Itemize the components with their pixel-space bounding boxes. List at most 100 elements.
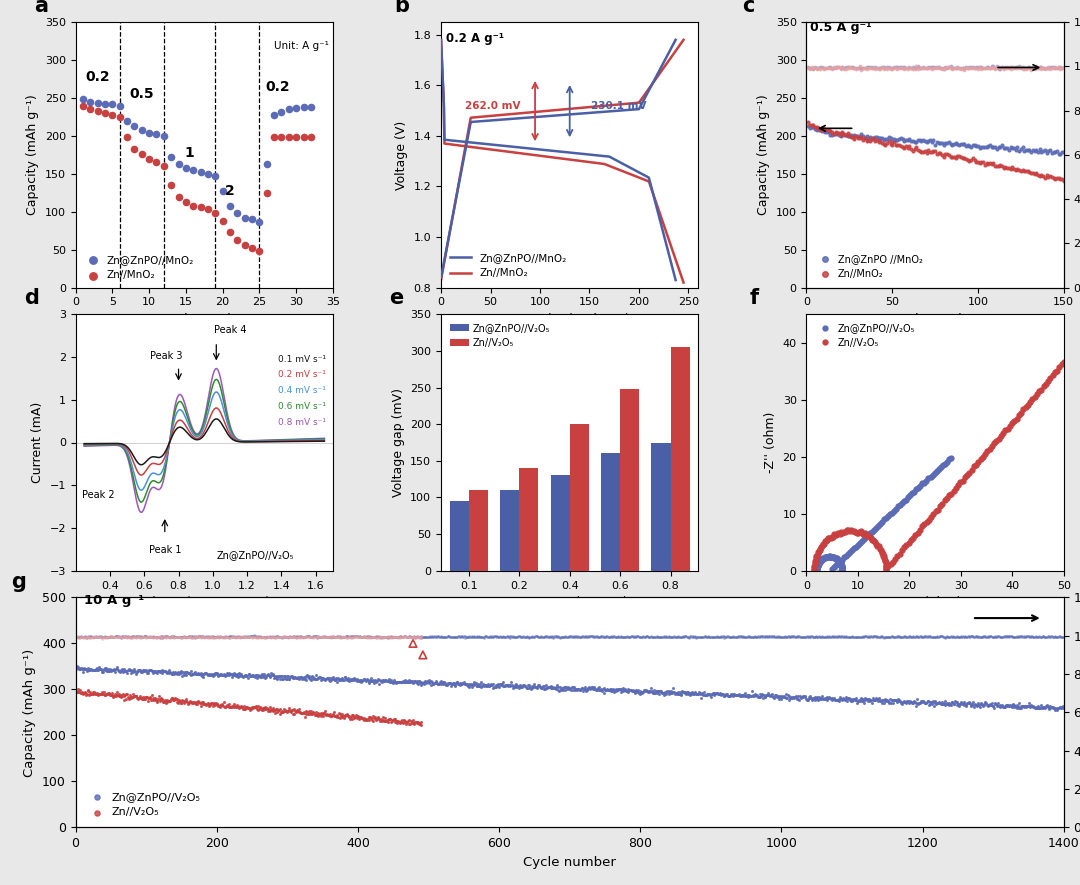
- Point: [633, 629, 650, 643]
- Zn@ZnPO//V₂O₅: [648, 684, 665, 698]
- Point: [429, 629, 446, 643]
- Point: [794, 629, 811, 643]
- Zn@ZnPO//V₂O₅: [443, 679, 460, 693]
- Zn//V₂O₅: [808, 565, 821, 575]
- Point: [77, 629, 94, 643]
- Text: Peak 1: Peak 1: [149, 545, 181, 555]
- Point: [465, 629, 483, 643]
- Y-axis label: Capacity (mAh g⁻¹): Capacity (mAh g⁻¹): [757, 95, 770, 215]
- Zn@ZnPO//V₂O₅: [183, 667, 200, 681]
- Point: [131, 631, 148, 645]
- Zn@ZnPO//V₂O₅: [84, 663, 102, 677]
- Point: [348, 629, 365, 643]
- Point: [826, 629, 843, 643]
- Point: [201, 630, 218, 644]
- Zn//V₂O₅: [119, 687, 136, 701]
- Point: [105, 630, 122, 644]
- Zn@ZnPO//V₂O₅: [769, 690, 786, 704]
- Zn@ZnPO//V₂O₅: [465, 678, 483, 692]
- Zn@ZnPO//V₂O₅: [812, 692, 829, 706]
- Point: [620, 630, 637, 644]
- Zn@ZnPO//MnO₂: [237, 211, 254, 225]
- Zn@ZnPO//V₂O₅: [705, 686, 723, 700]
- Point: [137, 631, 154, 645]
- Zn//V₂O₅: [174, 692, 191, 706]
- Zn//V₂O₅: [130, 691, 147, 705]
- Point: [461, 629, 478, 643]
- Zn@ZnPO//V₂O₅: [210, 668, 227, 682]
- Zn@ZnPO//V₂O₅: [846, 691, 863, 705]
- Point: [515, 630, 532, 644]
- Zn@ZnPO//V₂O₅: [454, 676, 471, 690]
- Zn@ZnPO//V₂O₅: [532, 681, 550, 695]
- Point: [346, 630, 363, 644]
- Point: [225, 629, 242, 643]
- Point: [557, 629, 575, 643]
- Point: [259, 630, 276, 644]
- Zn@ZnPO//V₂O₅: [372, 673, 389, 688]
- Point: [124, 630, 141, 644]
- Zn@ZnPO//V₂O₅: [679, 687, 697, 701]
- Point: [852, 630, 869, 644]
- Zn//V₂O₅: [345, 708, 362, 722]
- Point: [367, 630, 384, 644]
- Zn@ZnPO//V₂O₅: [187, 666, 204, 681]
- Point: [238, 629, 255, 643]
- Point: [309, 629, 326, 643]
- Point: [516, 629, 534, 643]
- Zn@ZnPO//V₂O₅: [701, 688, 718, 702]
- Zn@ZnPO//V₂O₅: [822, 691, 839, 705]
- Zn@ZnPO//V₂O₅: [114, 665, 132, 679]
- Point: [328, 629, 346, 643]
- Zn@ZnPO//V₂O₅: [523, 681, 540, 695]
- Point: [769, 629, 786, 643]
- Zn//V₂O₅: [295, 705, 312, 720]
- Zn@ZnPO//MnO₂: [302, 100, 320, 114]
- Zn@ZnPO//V₂O₅: [222, 667, 240, 681]
- Zn//V₂O₅: [851, 527, 864, 538]
- Point: [241, 629, 258, 643]
- Zn//MnO₂: [883, 138, 901, 152]
- Point: [808, 60, 825, 74]
- Zn//V₂O₅: [411, 717, 429, 731]
- Zn@ZnPO//V₂O₅: [193, 669, 211, 683]
- Point: [147, 630, 164, 644]
- Point: [311, 630, 328, 644]
- Point: [139, 629, 157, 643]
- Point: [659, 630, 676, 644]
- Point: [964, 630, 982, 644]
- Zn@ZnPO//V₂O₅: [156, 664, 173, 678]
- Zn@ZnPO//V₂O₅: [80, 663, 97, 677]
- Zn@ZnPO //MnO₂: [860, 131, 877, 145]
- Point: [249, 630, 267, 644]
- Point: [740, 629, 757, 643]
- Point: [511, 629, 528, 643]
- Zn@ZnPO//V₂O₅: [139, 666, 157, 680]
- Point: [82, 629, 99, 643]
- Zn@ZnPO//V₂O₅: [876, 692, 893, 706]
- Zn@ZnPO//V₂O₅: [1049, 701, 1066, 715]
- Point: [428, 629, 445, 643]
- Point: [593, 629, 610, 643]
- Point: [475, 629, 492, 643]
- Point: [372, 629, 389, 643]
- Zn//V₂O₅: [342, 710, 360, 724]
- Zn@ZnPO//V₂O₅: [935, 696, 953, 711]
- Point: [739, 630, 756, 644]
- Zn//V₂O₅: [156, 695, 173, 709]
- Point: [700, 630, 717, 644]
- Point: [238, 630, 255, 644]
- Zn@ZnPO//V₂O₅: [717, 688, 734, 702]
- Zn//MnO₂: [886, 135, 903, 150]
- Zn@ZnPO//V₂O₅: [362, 673, 379, 687]
- Point: [335, 629, 352, 643]
- Point: [907, 60, 924, 74]
- Zn@ZnPO//V₂O₅: [256, 667, 273, 681]
- Zn@ZnPO//V₂O₅: [369, 673, 387, 688]
- Zn@ZnPO//V₂O₅: [594, 684, 611, 698]
- Point: [113, 631, 131, 645]
- Zn@ZnPO//V₂O₅: [698, 688, 715, 702]
- Zn//MnO₂: [930, 146, 947, 160]
- Zn@ZnPO//V₂O₅: [404, 676, 421, 690]
- Zn//V₂O₅: [133, 692, 150, 706]
